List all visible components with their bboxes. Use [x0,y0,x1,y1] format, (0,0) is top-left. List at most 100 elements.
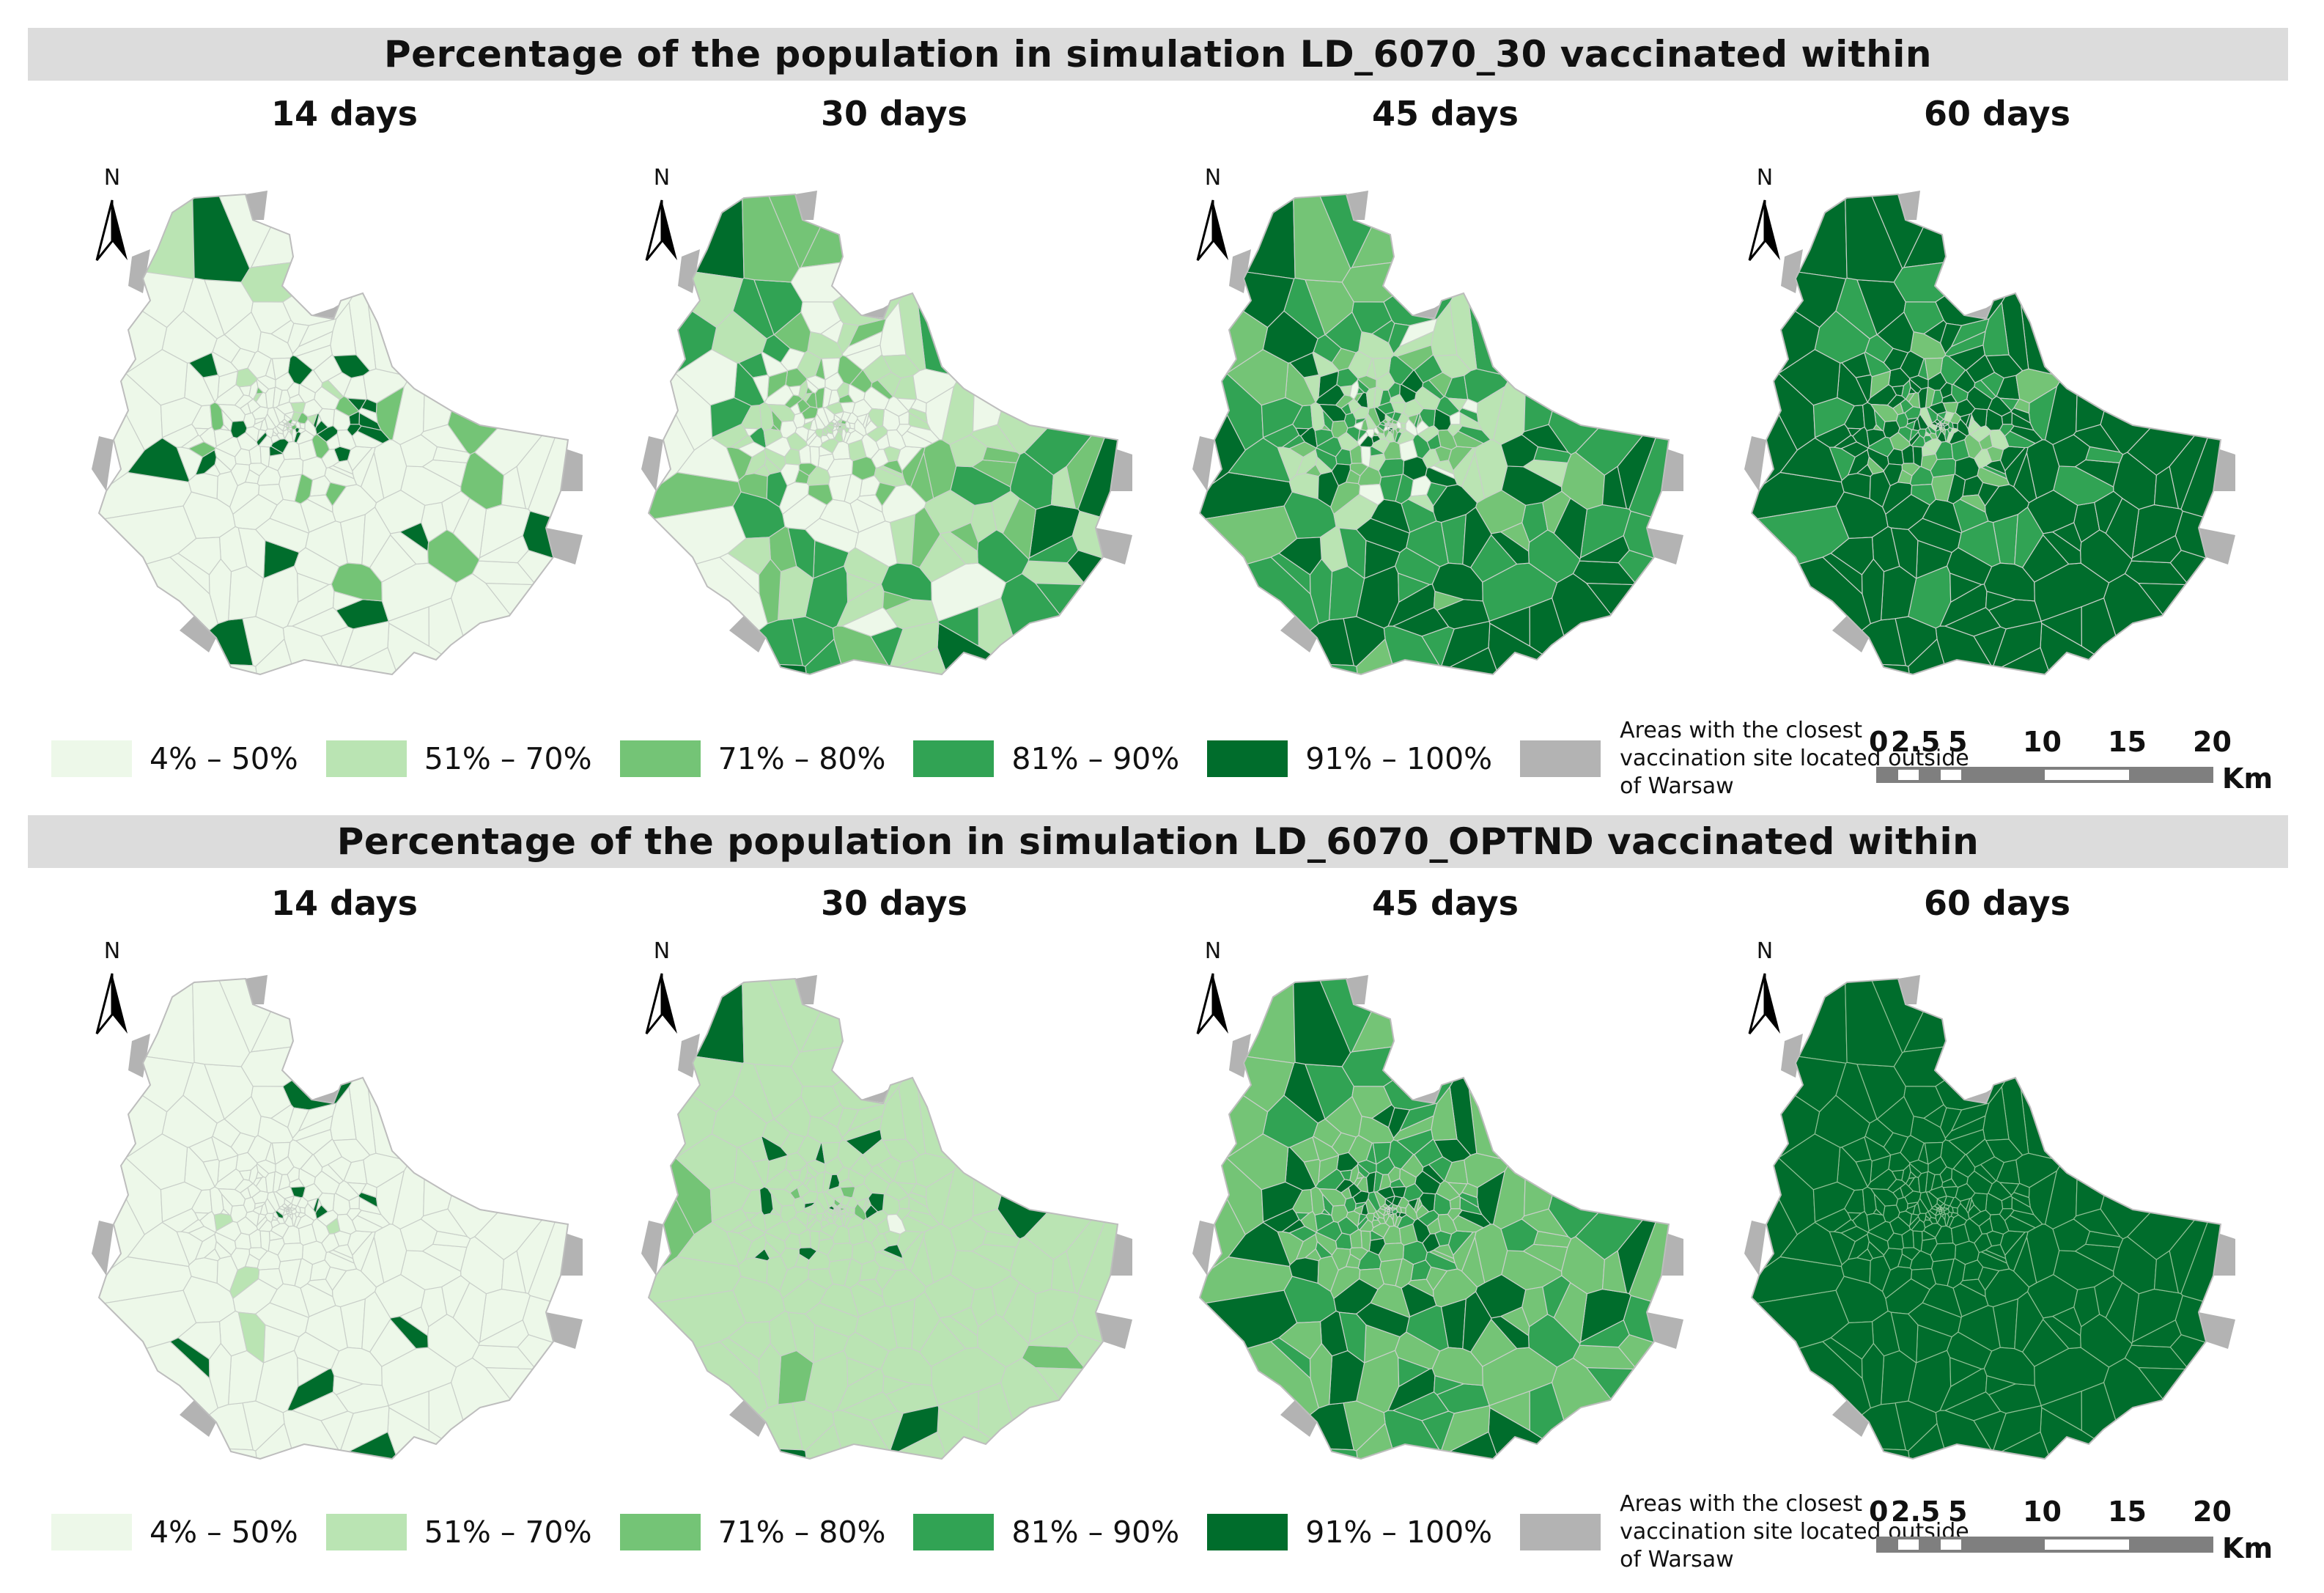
district-cell [301,1240,327,1265]
legend-label: 81% – 90% [1011,741,1180,776]
district-cell [851,456,877,481]
map-optnd-45-days [1192,975,1683,1460]
district-cell [1200,1446,1364,1459]
district-cell [2040,1390,2082,1432]
district-cell [1371,435,1382,444]
district-cell [1402,456,1428,481]
district-cell [1313,334,1342,364]
legend-swatch [325,1514,407,1550]
district-cell [1942,1185,1959,1199]
district-cell [284,1207,287,1212]
district-cell [364,979,568,1162]
district-cell [939,1315,978,1350]
district-cell [1433,590,1465,611]
district-cell [1912,446,1923,468]
district-cell [2180,323,2221,536]
legend-outside-label: Areas with the closest vaccination site … [1620,1491,1969,1572]
district-cell [257,483,284,506]
district-cell [1903,301,1944,335]
district-cell [1457,1210,1491,1229]
district-cell [1360,1230,1371,1252]
district-cell [1402,1240,1428,1265]
district-cell [321,448,340,469]
district-cell [265,386,276,409]
district-cell [1910,1268,1936,1290]
district-cell [188,473,218,500]
district-cell [452,1281,487,1344]
map-2-1-label: 14 days [271,883,418,923]
legend-label: 51% – 70% [424,741,592,776]
district-cell [780,463,800,487]
district-cell [1944,429,1950,443]
district-cell [868,408,885,428]
district-cell [1840,441,1869,458]
district-cell [1066,1334,1118,1410]
district-cell [1372,357,1392,380]
district-cell [787,1311,816,1364]
district-cell [1387,1210,1391,1215]
district-cell [1295,1212,1310,1221]
scale-tick: 15 [2108,1495,2147,1528]
map-optnd-60-days [1744,975,2235,1460]
district-cell [852,398,873,418]
district-cell [882,1138,921,1163]
district-cell [797,1135,822,1163]
district-cell [304,1202,317,1221]
legend-item: 51% – 70% [325,740,592,777]
district-cell [910,398,927,414]
district-cell [1316,436,1343,457]
district-cell [276,1207,285,1216]
district-cell [814,386,825,409]
district-cell [289,422,296,427]
district-cell [778,1266,810,1300]
district-cell [1077,1107,1118,1320]
district-cell [517,550,568,626]
outside-area [1832,1400,1869,1437]
district-cell [1379,1174,1392,1191]
district-cell [1348,1135,1373,1163]
district-cell [517,1334,568,1410]
district-cell [301,456,327,481]
legend-item: 81% – 90% [913,740,1179,777]
district-cell [828,474,852,502]
district-cell [737,441,766,458]
district-cell [1929,1207,1938,1216]
district-cell [234,394,254,409]
map-2-4-label: 60 days [1924,883,2070,923]
district-cell [1346,426,1361,443]
district-cell [302,1182,323,1202]
district-cell [1883,1248,1903,1271]
district-cell [1351,979,1567,1053]
district-cell [1585,582,1669,674]
district-cell [822,1210,829,1220]
district-cell [1387,323,1411,355]
district-cell [1895,616,1938,667]
district-cell [356,1210,391,1229]
district-cell [764,436,792,457]
north-arrow-icon: N [636,938,687,1041]
district-cell [1405,1202,1418,1221]
district-cell [1812,397,1855,438]
city-boundary [1750,977,2222,1460]
district-cell [1924,357,1944,380]
scale-bar-track [1876,767,2213,783]
outside-area [1192,1221,1214,1276]
district-cell [794,426,810,443]
district-cell [906,1210,940,1229]
district-cell [99,1446,263,1459]
district-cell [839,401,856,414]
district-cell [1002,497,1037,560]
district-cell [273,426,279,435]
scale-tick: 20 [2193,1495,2232,1528]
district-cell [325,433,341,450]
district-cell [160,397,202,438]
district-cell [910,451,934,504]
district-cell [1925,1210,1932,1220]
district-cell [1985,590,2017,611]
legend-label: 81% – 90% [1011,1515,1180,1550]
district-cell [1351,301,1392,335]
district-cell [1886,1179,1906,1193]
district-cell [780,1248,800,1271]
scale-tick: 0 [1869,1495,1889,1528]
district-cell [528,1107,568,1320]
